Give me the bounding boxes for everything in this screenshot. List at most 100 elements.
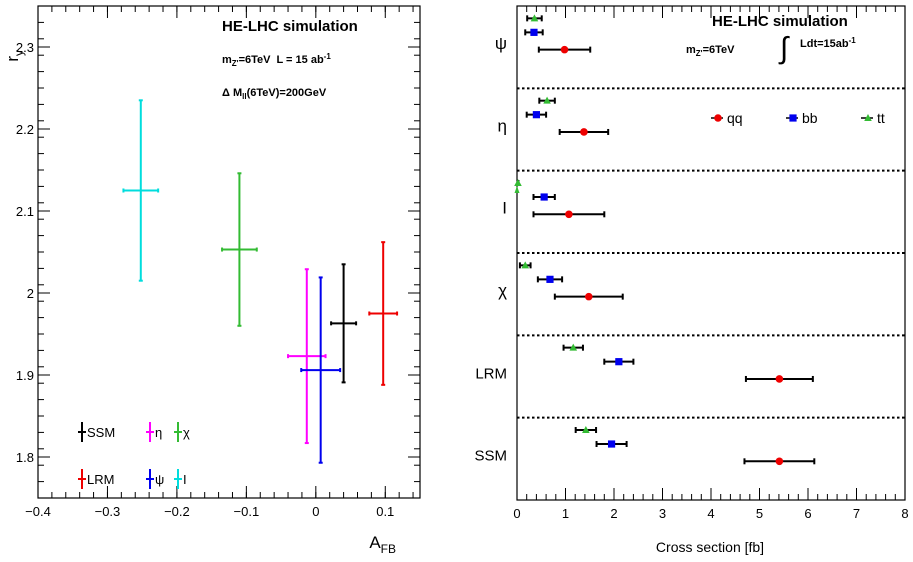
left-panel: −0.4 −0.3 −0.2 −0.1 0 0.1 1.8 1.9 2 2.1 2.2 2.3 AF… (3, 5, 421, 556)
left-annotation-mass-window: Δ Mll(6TeV)=200GeV (222, 87, 327, 101)
legend-label: η (155, 425, 162, 440)
xsec-point-tt-eta (538, 96, 556, 104)
marker-circle (775, 375, 784, 383)
xsec-point-qq-chi (553, 292, 624, 301)
right-data-points (514, 14, 816, 466)
xsec-point-tt-ssm (574, 426, 598, 434)
category-label-lrm: LRM (475, 365, 507, 382)
category-label-chi: χ (498, 281, 507, 300)
left-annotation-mass-lumi: mZ'=6TeV L = 15 ab-1 (222, 52, 331, 68)
right-plot-frame (516, 5, 906, 501)
legend-entry-lrm: LRM (78, 469, 114, 489)
point-chi (221, 172, 258, 327)
marker-square (615, 358, 623, 366)
legend-label: tt (877, 110, 885, 126)
category-label-eta: η (498, 116, 507, 135)
left-x-ticks: −0.4 −0.3 −0.2 −0.1 0 0.1 (25, 6, 414, 519)
marker-circle (775, 457, 784, 466)
marker-triangle (530, 14, 539, 22)
marker-square (540, 193, 548, 201)
marker-circle (560, 45, 569, 54)
right-x-tick-label: 8 (901, 506, 908, 521)
left-x-tick-label: 0 (312, 504, 319, 519)
legend-entry-tt: tt (861, 110, 885, 126)
category-label-ssm: SSM (474, 448, 507, 465)
right-x-tick-label: 4 (707, 506, 714, 521)
marker-circle (565, 210, 573, 219)
xsec-point-qq-ssm (743, 457, 816, 466)
marker-triangle (521, 261, 530, 269)
legend-entry-psi: ψ (146, 469, 164, 489)
right-x-axis-label: Cross section [fb] (656, 539, 764, 555)
left-y-ticks: 1.8 1.9 2 2.1 2.2 2.3 (16, 5, 420, 499)
xsec-point-bb-psi (524, 28, 544, 36)
left-y-tick-label: 2.3 (16, 40, 34, 55)
category-label-psi: ψ (495, 34, 507, 53)
marker-square (530, 28, 538, 36)
marker-square (607, 440, 616, 448)
legend-marker (789, 114, 797, 122)
left-x-tick-label: −0.3 (95, 504, 121, 519)
right-x-tick-label: 3 (659, 506, 666, 521)
xsec-point-tt-i (514, 179, 522, 187)
marker-square (546, 275, 554, 283)
left-y-tick-label: 1.9 (16, 368, 34, 383)
legend-entry-eta: η (146, 422, 162, 442)
left-x-tick-label: −0.4 (25, 504, 51, 519)
marker-square (532, 111, 540, 119)
legend-label: qq (727, 110, 743, 126)
left-y-tick-label: 1.8 (16, 450, 34, 465)
legend-label: χ (183, 425, 190, 440)
right-annotation-mass: mZ'=6TeV (686, 44, 735, 58)
marker-triangle (582, 426, 590, 434)
legend-label: I (183, 472, 187, 487)
left-y-axis-label: ry (3, 50, 26, 62)
legend-marker (714, 114, 722, 122)
legend-label: LRM (87, 472, 114, 487)
right-category-separators (517, 87, 905, 419)
xsec-point-qq-eta (558, 128, 610, 136)
marker-circle (580, 128, 588, 136)
left-annotation-title: HE-LHC simulation (222, 18, 358, 35)
xsec-point-bb-lrm (603, 358, 635, 366)
xsec-point-tt-chi (518, 261, 532, 269)
marker-triangle (514, 179, 522, 187)
left-y-tick-label: 2.2 (16, 122, 34, 137)
right-x-tick-label: 5 (756, 506, 763, 521)
xsec-point-qq-i (532, 210, 606, 219)
xsec-point-bb-eta (525, 111, 548, 119)
integral-sign: ∫ (778, 32, 790, 65)
left-data-points (122, 99, 399, 464)
left-x-axis-label: AFB (369, 533, 396, 556)
legend-label: bb (802, 110, 818, 126)
xsec-point-bb-i (532, 193, 556, 201)
marker-triangle (569, 343, 578, 351)
xsec-point-bb-chi (536, 275, 564, 283)
right-legend: qq bb tt (514, 110, 885, 193)
right-x-tick-label: 0 (513, 506, 520, 521)
left-x-tick-label: −0.1 (234, 504, 260, 519)
right-annotation-lumi: Ldt=15ab-1 (800, 36, 856, 50)
left-legend: SSM η χ LRM ψ I (78, 422, 190, 489)
left-x-tick-label: −0.2 (164, 504, 190, 519)
xsec-point-bb-ssm (595, 440, 628, 448)
point-ssm (330, 263, 358, 384)
legend-entry-qq: qq (711, 110, 743, 126)
right-x-tick-label: 6 (804, 506, 811, 521)
legend-label: SSM (87, 425, 115, 440)
point-i (122, 99, 160, 282)
legend-entry-i: I (174, 469, 187, 489)
legend-label: ψ (155, 472, 164, 487)
legend-entry-bb: bb (786, 110, 818, 126)
marker-triangle (543, 96, 551, 104)
point-lrm (368, 241, 399, 386)
category-label-i: I (502, 199, 507, 218)
point-eta (287, 268, 327, 445)
xsec-point-qq-psi (537, 45, 592, 54)
left-y-tick-label: 2.1 (16, 204, 34, 219)
legend-entry-chi: χ (174, 422, 190, 442)
xsec-point-qq-lrm (744, 375, 814, 383)
left-x-tick-label: 0.1 (376, 504, 394, 519)
